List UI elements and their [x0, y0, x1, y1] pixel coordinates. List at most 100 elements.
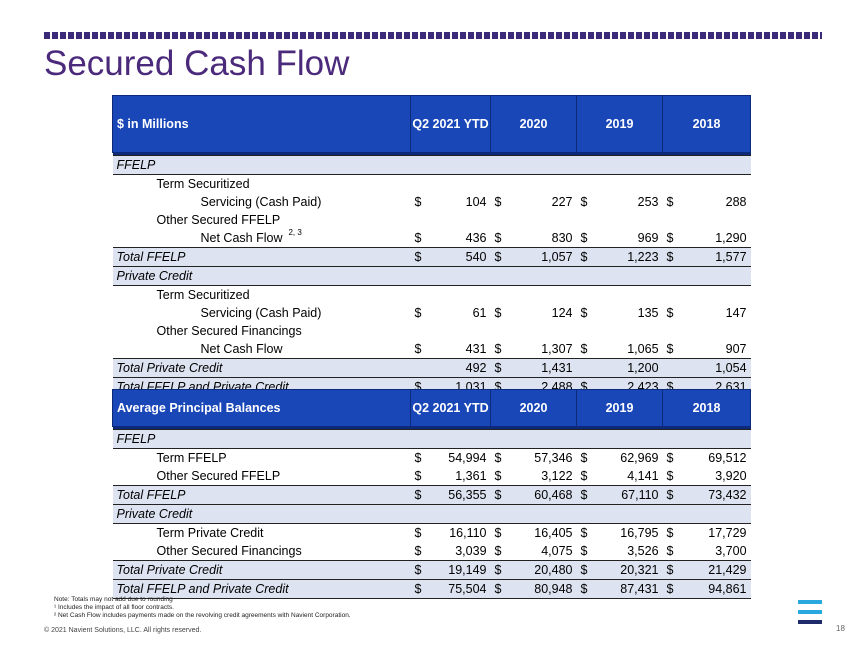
cell-value: 1,054 [680, 358, 751, 378]
total-row: Total FFELP $56,355 $60,468 $67,110 $73,432 [112, 485, 751, 505]
row-label-text: Total Private Credit [116, 563, 223, 577]
currency-sign: $ [576, 579, 595, 599]
currency-sign: $ [576, 485, 595, 505]
row-label-text: Term Private Credit [156, 526, 264, 540]
currency-sign: $ [490, 358, 509, 378]
footnotes: Note: Totals may not add due to rounding… [54, 596, 351, 620]
currency-sign: $ [490, 485, 509, 505]
table-header-row: Average Principal Balances Q2 2021 YTD 202… [112, 389, 752, 427]
currency-sign: $ [414, 195, 422, 209]
footnote: ¹ Includes the impact of all floor contr… [54, 604, 174, 611]
subheading-row: Other Secured FFELP [113, 211, 751, 229]
column-header: 2018 [662, 95, 752, 153]
row-label: Other Secured Financings [156, 324, 302, 338]
section-row: Private Credit [112, 266, 751, 286]
header-label: Average Principal Balances [112, 389, 411, 427]
currency-sign: $ [414, 231, 422, 245]
column-header: Q2 2021 YTD [409, 389, 492, 427]
cell-value: 1,290 [715, 231, 747, 245]
currency-sign: $ [414, 526, 422, 540]
row-label: Total FFELP [112, 485, 411, 505]
row-label-text: Servicing (Cash Paid) [200, 195, 322, 209]
cell-value: 16,795 [620, 526, 659, 540]
cell-value: 1,577 [680, 247, 751, 267]
row-label: Private Credit [112, 504, 751, 524]
row-label: Other Secured FFELP [156, 213, 281, 227]
subheading-row: Other Secured Financings [113, 322, 751, 340]
currency-sign: $ [666, 231, 674, 245]
cell-value: 60,468 [508, 485, 577, 505]
currency-sign: $ [576, 247, 595, 267]
cell-value: 75,504 [428, 579, 491, 599]
page-number: 18 [836, 624, 845, 633]
header-spacer [112, 152, 751, 156]
footnote-ref: 2, 3 [288, 229, 302, 237]
row-label-text: Net Cash Flow [200, 231, 283, 245]
footnote: Note: Totals may not add due to rounding [54, 596, 173, 603]
copyright: © 2021 Navient Solutions, LLC. All right… [44, 627, 202, 634]
currency-sign: $ [580, 469, 588, 483]
cell-value: 16,110 [449, 526, 487, 540]
currency-sign: $ [494, 306, 502, 320]
currency-sign: $ [666, 469, 674, 483]
cell-value: 21,429 [680, 560, 751, 580]
currency-sign: $ [410, 485, 429, 505]
cell-value: 87,431 [594, 579, 663, 599]
row-label: Other Secured Financings [113, 542, 411, 561]
data-row: Net Cash Flow 2, 3 $436 $830 $969 $1,290 [113, 229, 751, 248]
cell-value: 67,110 [594, 485, 663, 505]
row-label-text: Term FFELP [156, 451, 227, 465]
row-label: Net Cash Flow 2, 3 [113, 229, 411, 248]
cell-value: 1,200 [594, 358, 663, 378]
spacer-cell [112, 152, 751, 156]
currency-sign: $ [410, 247, 429, 267]
spacer-cell [112, 426, 751, 430]
currency-sign: $ [490, 247, 509, 267]
currency-sign: $ [494, 342, 502, 356]
currency-sign: $ [494, 469, 502, 483]
currency-sign: $ [490, 560, 509, 580]
currency-sign [576, 358, 595, 378]
currency-sign: $ [580, 306, 588, 320]
data-row: Net Cash Flow $431 $1,307 $1,065 $907 [113, 340, 751, 359]
cell-value: 17,729 [708, 526, 747, 540]
cell-value: 20,480 [508, 560, 577, 580]
cell-value: 830 [551, 231, 573, 245]
cell-value: 431 [465, 342, 487, 356]
total-row: Total FFELP $540 $1,057 $1,223 $1,577 [112, 247, 751, 267]
table-header-row: $ in Millions Q2 2021 YTD 2020 2019 2018 [112, 95, 752, 153]
cell-value: 57,346 [534, 451, 573, 465]
currency-sign [410, 358, 429, 378]
cell-value: 227 [551, 195, 573, 209]
cell-value: 20,321 [594, 560, 663, 580]
currency-sign: $ [666, 526, 674, 540]
subheading-row: Term Securitized [113, 175, 751, 194]
subheading-row: Term Securitized [113, 286, 751, 305]
data-row: Term Private Credit $16,110 $16,405 $16,795… [113, 524, 751, 543]
cell-value: 288 [725, 195, 747, 209]
cell-value: 94,861 [680, 579, 751, 599]
column-header: 2018 [662, 389, 752, 427]
cell-value: 492 [428, 358, 491, 378]
title-rule [44, 32, 822, 39]
cell-value: 1,223 [594, 247, 663, 267]
section-row: Private Credit [112, 504, 751, 524]
currency-sign: $ [580, 195, 588, 209]
cell-value: 135 [637, 306, 659, 320]
row-label: Private Credit [112, 266, 751, 286]
column-header: 2020 [490, 389, 578, 427]
currency-sign: $ [494, 195, 502, 209]
column-header: 2019 [576, 389, 664, 427]
row-label: Total FFELP and Private Credit [112, 579, 411, 599]
cell-value: 1,057 [508, 247, 577, 267]
column-header: 2020 [490, 95, 578, 153]
row-label: Term Securitized [156, 177, 250, 191]
cell-value: 4,141 [627, 469, 659, 483]
currency-sign: $ [580, 544, 588, 558]
currency-sign: $ [410, 579, 429, 599]
cell-value: 3,920 [715, 469, 747, 483]
cell-value: 1,307 [541, 342, 573, 356]
cell-value: 3,700 [715, 544, 747, 558]
currency-sign: $ [666, 451, 674, 465]
cell-value: 3,122 [541, 469, 573, 483]
